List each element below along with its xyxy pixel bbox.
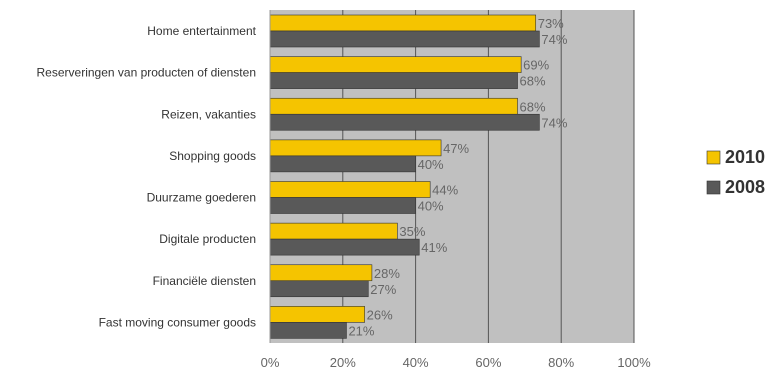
bar-2010 <box>269 222 398 240</box>
bar-2010 <box>269 181 431 198</box>
data-label: 74% <box>541 115 567 130</box>
data-label: 68% <box>520 74 546 89</box>
bar-2008 <box>269 30 540 48</box>
bar-2008 <box>269 280 369 298</box>
bar-2010 <box>269 139 442 157</box>
data-label: 73% <box>538 16 564 31</box>
x-tick-label: 40% <box>403 355 429 370</box>
legend-label: 2008 <box>725 177 765 197</box>
data-label: 47% <box>443 141 469 156</box>
data-label: 44% <box>432 183 458 198</box>
data-labels: 73%74%69%68%68%74%47%40%44%40%35%41%28%2… <box>348 16 567 338</box>
bar-2010 <box>269 56 522 73</box>
bar-2008 <box>269 322 347 339</box>
category-label: Reizen, vakanties <box>161 107 256 121</box>
category-label: Fast moving consumer goods <box>99 315 256 329</box>
legend-swatch <box>706 150 721 165</box>
x-tick-label: 60% <box>475 355 501 370</box>
data-label: 28% <box>374 266 400 281</box>
category-label: Duurzame goederen <box>147 191 256 205</box>
data-label: 27% <box>370 282 396 297</box>
category-label: Home entertainment <box>147 24 256 38</box>
bar-2008 <box>269 197 416 214</box>
bars <box>269 14 540 339</box>
legend-label: 2010 <box>725 147 765 167</box>
x-tick-label: 20% <box>330 355 356 370</box>
bar-2008 <box>269 155 416 173</box>
category-label: Reserveringen van producten of diensten <box>37 66 256 80</box>
data-label: 35% <box>399 224 425 239</box>
data-label: 74% <box>541 32 567 47</box>
bar-2010 <box>269 14 537 32</box>
legend-swatch <box>706 180 721 195</box>
x-axis-ticks: 0% 20% 40% 60% 80% 100% <box>261 355 651 370</box>
data-label: 41% <box>421 240 447 255</box>
bar-2008 <box>269 238 420 256</box>
data-label: 26% <box>367 307 393 322</box>
data-label: 21% <box>348 323 374 338</box>
data-label: 40% <box>418 157 444 172</box>
bar-2008 <box>269 72 518 89</box>
category-label: Financiële diensten <box>153 274 256 288</box>
category-label: Shopping goods <box>169 149 256 163</box>
data-label: 69% <box>523 58 549 73</box>
bar-2010 <box>269 264 373 282</box>
bar-2010 <box>269 97 518 115</box>
bar-2010 <box>269 306 365 323</box>
x-tick-label: 0% <box>261 355 280 370</box>
data-label: 40% <box>418 199 444 214</box>
bar-2008 <box>269 113 540 131</box>
data-label: 68% <box>520 99 546 114</box>
x-tick-label: 80% <box>548 355 574 370</box>
category-labels: Home entertainment Reserveringen van prod… <box>37 24 257 329</box>
x-tick-label: 100% <box>617 355 651 370</box>
legend: 2010 2008 <box>706 147 765 197</box>
category-label: Digitale producten <box>159 232 256 246</box>
